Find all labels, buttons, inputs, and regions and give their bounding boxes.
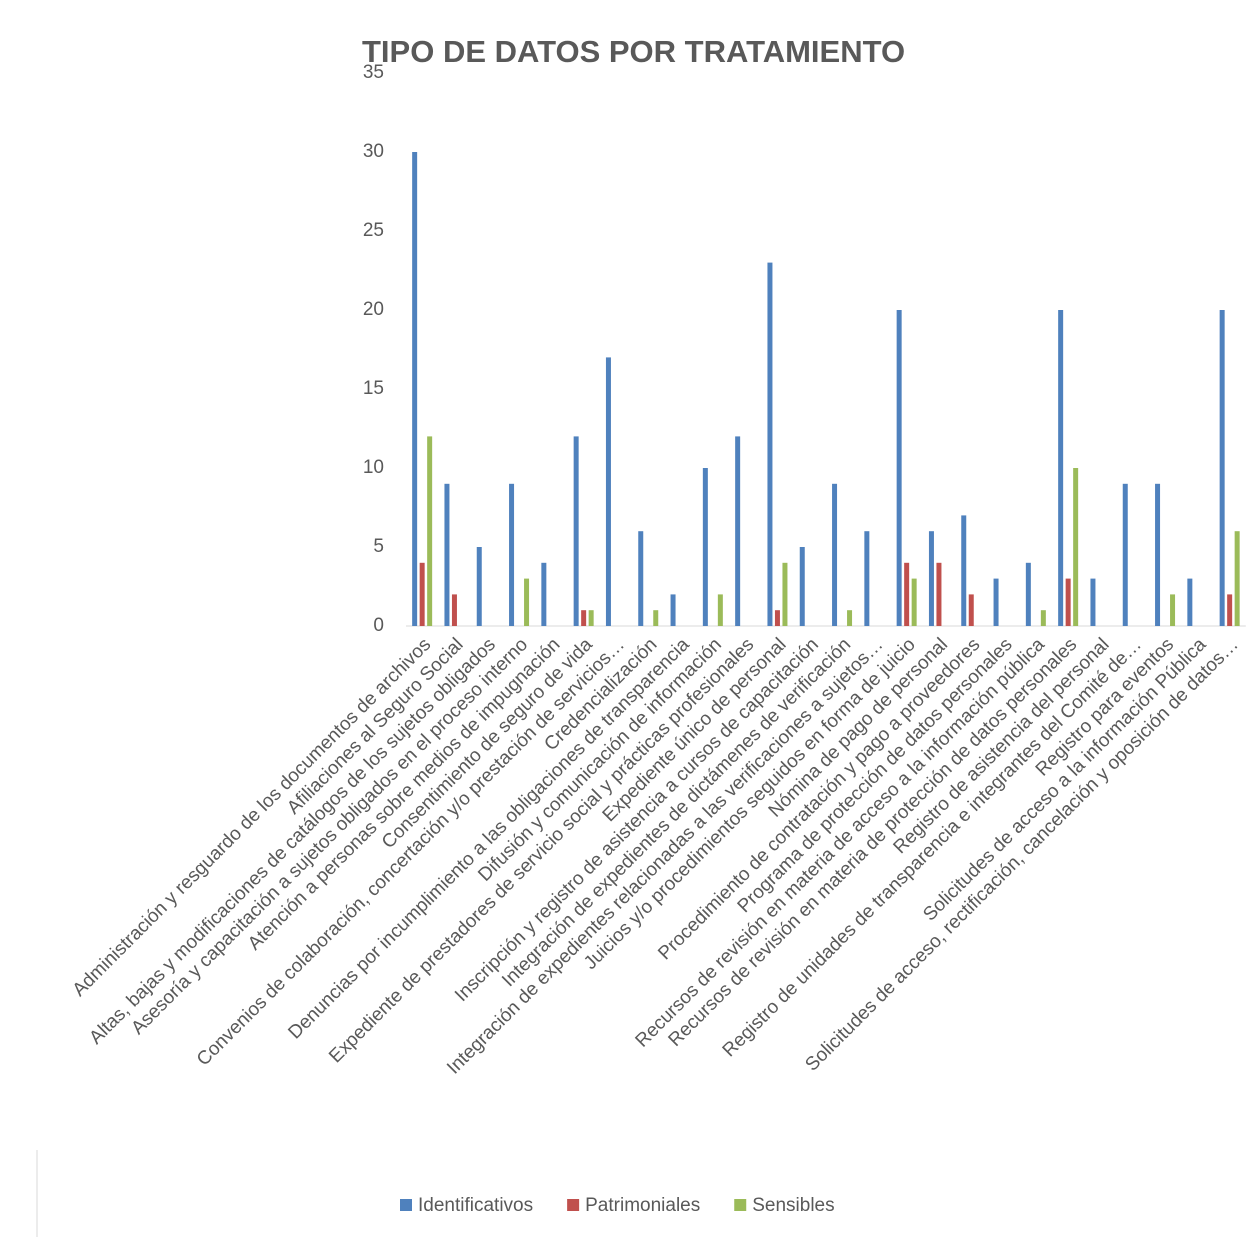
- legend-label: Identificativos: [418, 1195, 533, 1216]
- bar: [1122, 483, 1128, 626]
- bar: [1155, 483, 1161, 626]
- bar: [832, 483, 838, 626]
- bar: [928, 531, 934, 626]
- bar: [509, 483, 515, 626]
- bar: [541, 562, 547, 626]
- bar: [896, 310, 902, 626]
- legend-label: Patrimoniales: [585, 1195, 700, 1216]
- bar: [1073, 468, 1079, 626]
- x-tick-label: Altas, bajas y modificaciones de catálog…: [85, 634, 499, 1048]
- bar: [1065, 578, 1071, 626]
- bar: [911, 578, 917, 626]
- y-tick-label: 30: [363, 141, 384, 162]
- legend-swatch: [400, 1199, 412, 1211]
- bar: [717, 594, 723, 626]
- bar: [936, 562, 942, 626]
- bar: [993, 578, 999, 626]
- y-tick-label: 35: [363, 62, 384, 83]
- bar: [476, 547, 482, 626]
- bar: [799, 547, 805, 626]
- bar: [1025, 562, 1031, 626]
- bar: [1040, 610, 1046, 626]
- bar: [847, 610, 853, 626]
- bar: [670, 594, 676, 626]
- bar: [702, 468, 708, 626]
- legend-swatch: [567, 1199, 580, 1211]
- bar: [782, 562, 788, 626]
- bar: [968, 594, 974, 626]
- bar: [581, 610, 587, 626]
- bar: [451, 594, 457, 626]
- bar: [427, 436, 433, 626]
- bar: [1170, 594, 1176, 626]
- y-tick-label: 10: [363, 457, 384, 478]
- bar: [412, 152, 418, 626]
- bar: [444, 483, 450, 626]
- bar: [864, 531, 870, 626]
- y-tick-label: 15: [363, 378, 384, 399]
- legend-swatch: [734, 1199, 747, 1211]
- bar: [1227, 594, 1233, 626]
- bar: [573, 436, 579, 626]
- bar: [961, 515, 967, 626]
- bar: [774, 610, 780, 626]
- bar: [1219, 310, 1225, 626]
- y-tick-label: 25: [363, 220, 384, 241]
- bar: [735, 436, 741, 626]
- bar: [1234, 531, 1240, 626]
- y-tick-label: 0: [373, 615, 384, 636]
- y-tick-label: 5: [373, 536, 384, 557]
- bar: [653, 610, 659, 626]
- bar: [588, 610, 594, 626]
- bar: [1058, 310, 1064, 626]
- bar: [767, 262, 773, 626]
- y-tick-label: 20: [363, 299, 384, 320]
- legend-label: Sensibles: [752, 1195, 834, 1216]
- bar: [1090, 578, 1096, 626]
- bar: [1187, 578, 1193, 626]
- bar: [904, 562, 910, 626]
- bar: [524, 578, 530, 626]
- bar: [638, 531, 644, 626]
- bar: [419, 562, 425, 626]
- chart-title: TIPO DE DATOS POR TRATAMIENTO: [362, 34, 905, 69]
- bar: [605, 357, 611, 626]
